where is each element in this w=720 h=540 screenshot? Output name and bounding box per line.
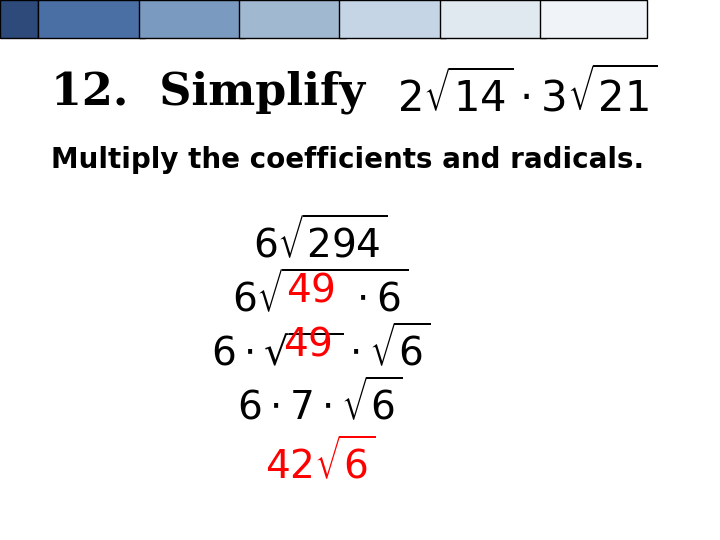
Text: $42\sqrt{6}$: $42\sqrt{6}$: [265, 437, 375, 487]
Text: $49$: $49$: [283, 327, 332, 364]
Text: $6\sqrt{294}$: $6\sqrt{294}$: [253, 216, 387, 265]
FancyBboxPatch shape: [38, 0, 145, 38]
FancyBboxPatch shape: [0, 0, 38, 38]
Text: 12.  Simplify: 12. Simplify: [51, 70, 365, 114]
Text: $6\cdot 7\cdot\sqrt{6}$: $6\cdot 7\cdot\sqrt{6}$: [238, 378, 402, 427]
FancyBboxPatch shape: [339, 0, 446, 38]
Text: Multiply the coefficients and radicals.: Multiply the coefficients and radicals.: [51, 146, 644, 174]
FancyBboxPatch shape: [139, 0, 246, 38]
Text: $6\sqrt{\ \ \ \ \ \cdot 6}$: $6\sqrt{\ \ \ \ \ \cdot 6}$: [232, 270, 408, 319]
Text: $2\sqrt{14} \cdot 3\sqrt{21}$: $2\sqrt{14} \cdot 3\sqrt{21}$: [397, 68, 658, 120]
FancyBboxPatch shape: [540, 0, 647, 38]
FancyBboxPatch shape: [239, 0, 346, 38]
FancyBboxPatch shape: [440, 0, 546, 38]
Text: $49$: $49$: [286, 273, 335, 310]
Text: $6\cdot\sqrt{\ \ \ \,}\cdot\sqrt{6}$: $6\cdot\sqrt{\ \ \ \,}\cdot\sqrt{6}$: [210, 324, 430, 373]
